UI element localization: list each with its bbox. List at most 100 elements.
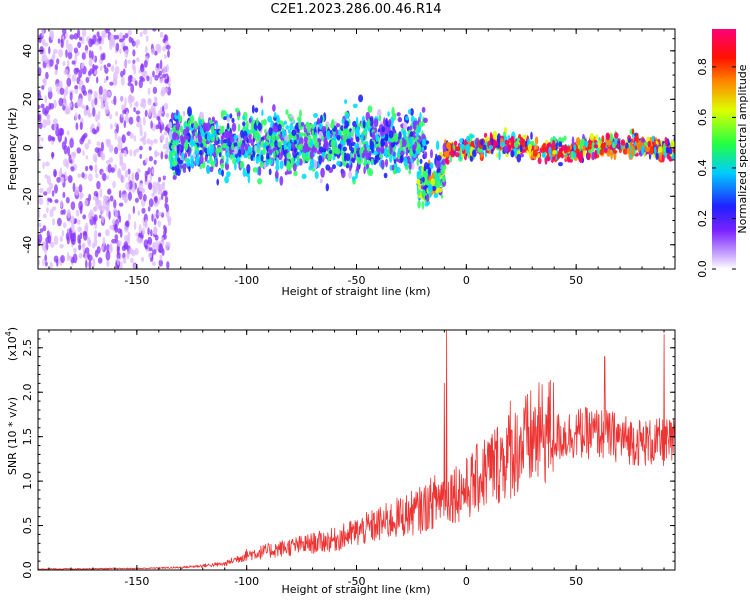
spectrogram-point	[560, 152, 564, 159]
spectrogram-point	[170, 112, 175, 121]
spectrogram-point	[150, 139, 154, 146]
spectrogram-point	[81, 104, 86, 109]
spectrogram-point	[93, 206, 97, 212]
spectrogram-point	[582, 150, 586, 157]
spectrogram-point	[98, 85, 103, 96]
spectrogram-point	[610, 136, 614, 142]
spectrogram-point	[127, 29, 132, 36]
spectrogram-point	[348, 170, 352, 179]
spectrogram-point	[453, 140, 458, 146]
spectrogram-point	[78, 69, 83, 79]
spectrogram-point	[38, 193, 42, 201]
spectrogram-point	[668, 147, 673, 155]
spectrogram-point	[360, 132, 364, 143]
spectrogram-point	[92, 63, 95, 74]
spectrogram-point	[85, 105, 89, 111]
spectrogram-point	[93, 229, 98, 240]
spectrogram-point	[130, 257, 134, 264]
spectrogram-point	[601, 135, 605, 144]
spectrogram-point	[312, 134, 318, 143]
spectrogram-point	[63, 68, 69, 75]
spectrogram-point	[139, 145, 143, 151]
spectrogram-point	[142, 116, 146, 126]
spectrogram-point	[362, 120, 366, 129]
spectrogram-point	[510, 150, 515, 158]
spectrogram-point	[65, 85, 69, 96]
spectrogram-point	[216, 178, 219, 186]
spectrogram-point	[70, 223, 75, 232]
spectrogram-point	[114, 210, 119, 218]
spectrogram-point	[81, 84, 86, 94]
spectrogram-point	[38, 67, 42, 76]
spectrogram-point	[179, 164, 183, 169]
spectrogram-point	[67, 175, 73, 183]
spectrogram-point	[104, 206, 109, 211]
spectrogram-point	[109, 81, 114, 86]
spectrogram-point	[273, 150, 276, 160]
spectrogram-point	[164, 196, 169, 204]
spectrogram-point	[153, 159, 157, 165]
spectrogram-point	[96, 141, 101, 147]
spectrogram-point	[121, 104, 126, 111]
spectrogram-point	[85, 50, 88, 54]
spectrogram-point	[385, 149, 388, 159]
spectrogram-point	[436, 155, 442, 161]
spectrogram-point	[161, 248, 165, 256]
spectrogram-point	[152, 86, 158, 94]
spectrogram-point	[104, 101, 109, 106]
spectrogram-point	[469, 134, 475, 139]
spectrogram-point	[350, 147, 354, 154]
spectrogram-point	[384, 141, 388, 148]
spectrogram-point	[150, 104, 155, 114]
spectrogram-point	[121, 193, 125, 201]
spectrogram-point	[277, 140, 283, 148]
spectrogram-point	[88, 38, 93, 48]
spectrogram-point	[159, 59, 163, 70]
spectrogram-point	[114, 59, 118, 66]
spectrogram-point	[274, 140, 278, 148]
spectrogram-point	[104, 67, 109, 74]
spectrogram-point	[247, 154, 251, 160]
spectrogram-point	[246, 164, 251, 174]
spectrogram-point	[520, 153, 524, 158]
spectrogram-point	[53, 99, 57, 109]
spectrogram-point	[248, 136, 252, 144]
spectrogram-point	[198, 136, 201, 143]
snr-multiplier-base: (x10	[6, 336, 19, 361]
spectrogram-point	[74, 112, 78, 121]
spectrogram-point	[108, 210, 111, 220]
spectrogram-x-tick-label: -50	[348, 274, 366, 287]
spectrogram-point	[424, 151, 428, 159]
spectrogram-point	[120, 175, 126, 183]
spectrogram-point	[419, 112, 422, 120]
spectrogram-point	[127, 75, 132, 83]
spectrogram-point	[121, 134, 126, 144]
spectrogram-point	[403, 122, 408, 130]
spectrogram-point	[120, 76, 125, 86]
spectrogram-point	[271, 133, 276, 143]
spectrogram-point	[105, 75, 109, 81]
spectrogram-point	[42, 119, 47, 129]
spectrogram-point	[221, 134, 225, 140]
spectrogram-x-tick-label: -150	[124, 274, 149, 287]
spectrogram-point	[53, 122, 57, 131]
spectrogram-point	[441, 175, 446, 183]
spectrogram-point	[233, 146, 238, 155]
spectrogram-point	[209, 166, 214, 173]
spectrogram-point	[287, 129, 291, 134]
spectrogram-x-axis: -150 -100 -50 0 50	[48, 29, 665, 287]
spectrogram-point	[354, 143, 360, 149]
spectrogram-point	[121, 162, 127, 171]
spectrogram-point	[100, 102, 105, 110]
spectrogram-point	[261, 109, 264, 117]
spectrogram-point	[223, 139, 228, 144]
spectrogram-point	[332, 164, 336, 170]
spectrogram-point	[416, 157, 420, 167]
spectrogram-point	[100, 141, 104, 152]
spectrogram-point	[128, 191, 132, 201]
spectrogram-point	[38, 122, 43, 130]
spectrogram-point	[43, 42, 49, 47]
spectrogram-point	[41, 137, 44, 142]
spectrogram-point	[107, 139, 111, 147]
spectrogram-point	[190, 136, 193, 145]
